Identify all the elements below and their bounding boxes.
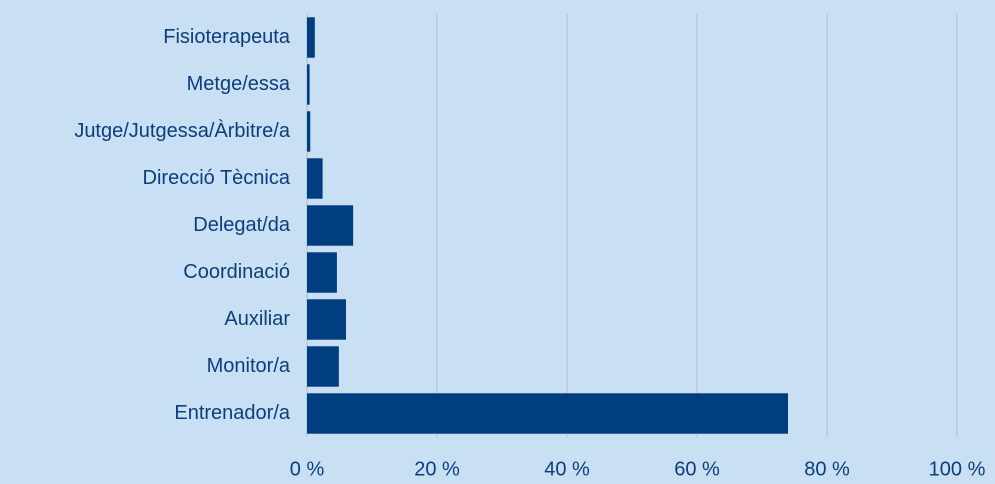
y-tick-label: Metge/essa [187, 73, 291, 95]
bar [307, 252, 337, 293]
y-tick-label: Coordinació [183, 261, 290, 283]
y-tick-label: Delegat/da [193, 214, 291, 236]
y-tick-label: Direcció Tècnica [143, 167, 291, 189]
bar [307, 111, 311, 152]
x-tick-label: 20 % [414, 458, 460, 480]
bar [307, 346, 339, 387]
y-tick-label: Entrenador/a [174, 402, 291, 424]
y-tick-label: Fisioterapeuta [163, 26, 291, 48]
y-tick-label: Jutge/Jutgessa/Àrbitre/a [74, 119, 291, 142]
bar [307, 205, 354, 246]
y-tick-label: Monitor/a [207, 355, 291, 377]
bar [307, 64, 310, 105]
bar [307, 299, 346, 340]
x-tick-label: 80 % [804, 458, 850, 480]
x-tick-label: 100 % [929, 458, 986, 480]
bar [307, 393, 788, 434]
bar [307, 17, 315, 58]
x-tick-label: 0 % [290, 458, 325, 480]
bar [307, 158, 323, 199]
y-tick-label: Auxiliar [224, 308, 290, 330]
x-tick-label: 40 % [544, 458, 590, 480]
x-tick-label: 60 % [674, 458, 720, 480]
